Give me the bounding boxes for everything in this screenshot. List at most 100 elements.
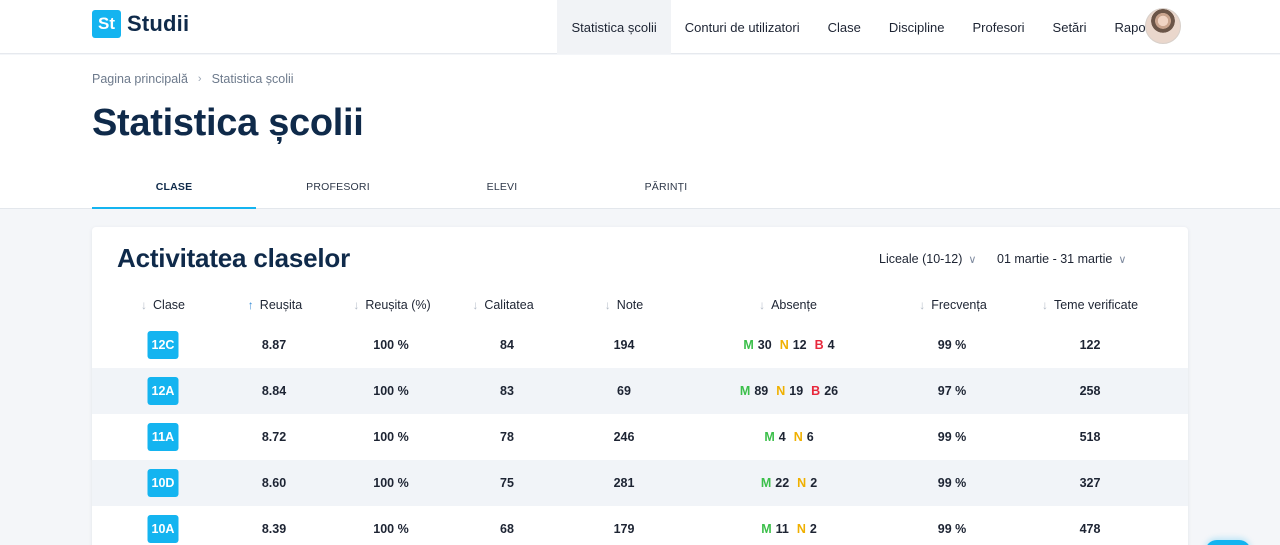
app-logo[interactable]: St Studii xyxy=(92,10,189,38)
sort-arrow-icon: ↓ xyxy=(472,298,479,312)
cell-teme: 478 xyxy=(1079,522,1101,536)
absence-key-n: N xyxy=(779,338,789,352)
tab-profesori[interactable]: PROFESORI xyxy=(306,181,370,193)
chevron-down-icon: ∨ xyxy=(1118,253,1127,266)
nav-item-conturi[interactable]: Conturi de utilizatori xyxy=(684,19,800,35)
absence-bad: B 26 xyxy=(811,384,838,398)
tab-clase[interactable]: CLASE xyxy=(92,165,256,209)
absence-key-b: B xyxy=(814,338,824,352)
column-header-label: Clase xyxy=(153,298,185,312)
nav-item-discipline[interactable]: Discipline xyxy=(888,19,945,35)
absence-value: 2 xyxy=(809,522,817,536)
table-header: ↓ Clase ↑ Reușita ↓ Reușita (%) ↓ Calita… xyxy=(92,293,1188,317)
help-chat-button[interactable] xyxy=(1205,540,1251,545)
breadcrumb-current: Statistica școlii xyxy=(211,72,294,86)
cell-note: 179 xyxy=(613,522,635,536)
nav-item-statistica[interactable]: Statistica școlii xyxy=(557,0,671,54)
sort-arrow-icon: ↓ xyxy=(604,298,611,312)
cell-note: 246 xyxy=(613,430,635,444)
cell-calitatea: 78 xyxy=(500,430,514,444)
sort-arrow-icon: ↓ xyxy=(353,298,360,312)
absence-value: 30 xyxy=(757,338,772,352)
cell-teme: 258 xyxy=(1079,384,1101,398)
period-filter-dropdown[interactable]: 01 martie - 31 martie ∨ xyxy=(997,252,1126,266)
absence-value: 19 xyxy=(789,384,804,398)
cell-teme: 327 xyxy=(1079,476,1101,490)
page-header: Pagina principală › Statistica școlii St… xyxy=(0,55,1280,209)
class-badge[interactable]: 10D xyxy=(147,469,179,497)
absence-key-n: N xyxy=(796,522,806,536)
absence-value: 12 xyxy=(792,338,807,352)
cell-note: 194 xyxy=(613,338,635,352)
cell-reusita: 8.72 xyxy=(261,430,287,444)
absence-motivated: M 22 xyxy=(761,476,789,490)
sort-arrow-icon: ↓ xyxy=(1041,298,1048,312)
sort-arrow-icon: ↓ xyxy=(141,298,148,312)
column-header-note[interactable]: ↓ Note xyxy=(605,293,643,317)
breadcrumb-home[interactable]: Pagina principală xyxy=(92,72,188,86)
sort-arrow-up-icon: ↑ xyxy=(247,298,254,312)
absence-key-n: N xyxy=(797,476,807,490)
class-badge[interactable]: 12A xyxy=(147,377,179,405)
tab-elevi[interactable]: ELEVI xyxy=(486,181,518,193)
class-badge[interactable]: 10A xyxy=(147,515,179,543)
logo-text: Studii xyxy=(127,11,190,36)
absence-value: 22 xyxy=(775,476,790,490)
column-header-calitatea[interactable]: ↓ Calitatea xyxy=(472,293,533,317)
cell-absente: M 89 N 19 B 26 xyxy=(736,368,842,414)
page-title: Statistica școlii xyxy=(92,102,364,144)
absence-key-m: M xyxy=(761,522,772,536)
period-filter-value: 01 martie - 31 martie xyxy=(997,252,1113,266)
sort-arrow-icon: ↓ xyxy=(759,298,766,312)
nav-item-clase[interactable]: Clase xyxy=(827,19,861,35)
column-header-label: Note xyxy=(616,298,644,312)
column-header-reusita-pct[interactable]: ↓ Reușita (%) xyxy=(353,293,430,317)
cell-reusita: 8.60 xyxy=(261,476,287,490)
absence-key-n: N xyxy=(776,384,786,398)
level-filter-dropdown[interactable]: Liceale (10-12) ∨ xyxy=(879,252,976,266)
cell-calitatea: 68 xyxy=(500,522,514,536)
cell-teme: 518 xyxy=(1079,430,1101,444)
column-header-label: Teme verificate xyxy=(1053,298,1139,312)
cell-calitatea: 83 xyxy=(500,384,514,398)
cell-frecventa: 97 % xyxy=(937,384,967,398)
user-avatar[interactable] xyxy=(1145,8,1181,44)
cell-reusita: 8.84 xyxy=(261,384,287,398)
tab-parinti[interactable]: PĂRINȚI xyxy=(644,181,688,193)
column-header-clase[interactable]: ↓ Clase xyxy=(141,293,185,317)
column-header-frecventa[interactable]: ↓ Frecvența xyxy=(919,293,987,317)
absence-value: 4 xyxy=(778,430,786,444)
logo-badge: St xyxy=(92,10,121,38)
column-header-absente[interactable]: ↓ Absențe xyxy=(759,293,817,317)
cell-reusita-pct: 100 % xyxy=(373,522,409,536)
top-navbar: St Studii Statistica școlii Conturi de u… xyxy=(0,0,1280,54)
class-badge[interactable]: 11A xyxy=(147,423,179,451)
absence-motivated: M 11 xyxy=(761,522,789,536)
column-header-teme[interactable]: ↓ Teme verificate xyxy=(1042,293,1138,317)
absence-unmotivated: N 12 xyxy=(780,338,807,352)
nav-item-setari[interactable]: Setări xyxy=(1052,19,1087,35)
cell-reusita-pct: 100 % xyxy=(373,476,409,490)
class-badge[interactable]: 12C xyxy=(147,331,179,359)
absence-key-m: M xyxy=(760,476,772,490)
chevron-down-icon: ∨ xyxy=(968,253,977,266)
cell-frecventa: 99 % xyxy=(937,430,967,444)
nav-item-profesori[interactable]: Profesori xyxy=(972,19,1025,35)
absence-key-n: N xyxy=(793,430,803,444)
main-nav: Statistica școlii Conturi de utilizatori… xyxy=(557,0,1182,54)
cell-frecventa: 99 % xyxy=(937,476,967,490)
column-header-reusita[interactable]: ↑ Reușita xyxy=(248,293,302,317)
absence-key-m: M xyxy=(739,384,751,398)
cell-calitatea: 75 xyxy=(500,476,514,490)
absence-value: 4 xyxy=(827,338,835,352)
cell-reusita: 8.39 xyxy=(261,522,287,536)
